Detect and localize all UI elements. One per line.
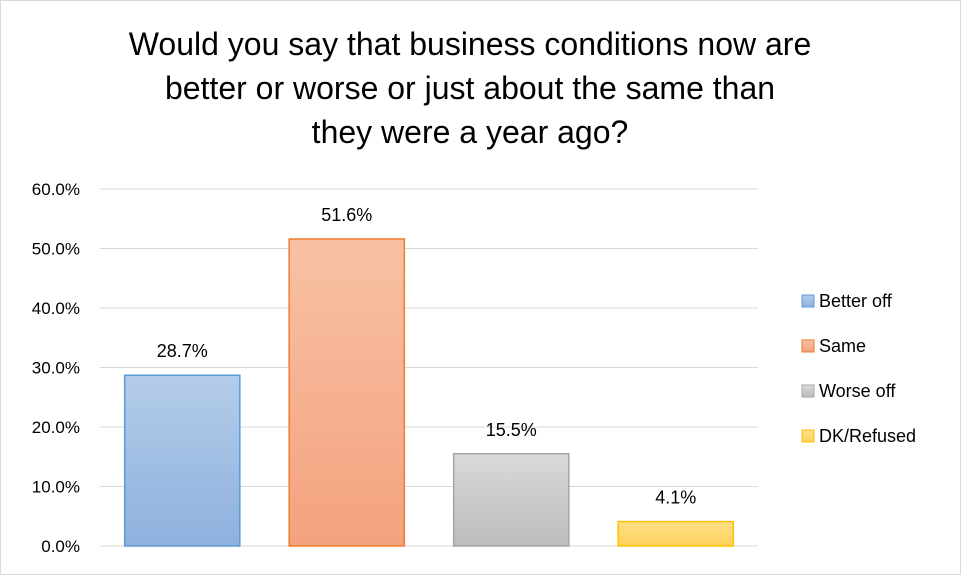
data-label-dk-refused: 4.1%: [655, 488, 696, 508]
y-tick-label: 20.0%: [32, 418, 80, 437]
legend-label-worse-off: Worse off: [819, 381, 896, 401]
data-labels: 28.7% 51.6% 15.5% 4.1%: [157, 205, 697, 508]
y-tick-label: 40.0%: [32, 299, 80, 318]
data-label-worse-off: 15.5%: [486, 420, 537, 440]
y-tick-label: 60.0%: [32, 180, 80, 199]
chart-title: Would you say that business conditions n…: [60, 22, 880, 154]
data-label-same: 51.6%: [321, 205, 372, 225]
legend-swatch-worse-off: [801, 384, 815, 398]
y-tick-label: 10.0%: [32, 478, 80, 497]
chart-title-line-3: they were a year ago?: [311, 114, 629, 150]
legend-label-better-off: Better off: [819, 291, 893, 311]
y-axis-ticks: 0.0% 10.0% 20.0% 30.0% 40.0% 50.0% 60.0%: [32, 180, 80, 556]
chart-title-line-1: Would you say that business conditions n…: [128, 26, 812, 62]
y-tick-label: 50.0%: [32, 240, 80, 259]
legend: Better off Same Worse off DK/Refused: [801, 291, 916, 446]
legend-swatch-better-off: [801, 294, 815, 308]
data-label-better-off: 28.7%: [157, 341, 208, 361]
legend-swatch-same: [801, 339, 815, 353]
bars: [123, 238, 735, 547]
legend-label-dk-refused: DK/Refused: [819, 426, 916, 446]
y-tick-label: 0.0%: [41, 537, 80, 556]
bar-worse-off: [452, 453, 570, 547]
bar-dk-refused: [617, 520, 735, 547]
bar-better-off: [123, 374, 241, 547]
bar-same: [288, 238, 406, 547]
chart-title-line-2: better or worse or just about the same t…: [164, 70, 776, 106]
legend-label-same: Same: [819, 336, 866, 356]
y-tick-label: 30.0%: [32, 359, 80, 378]
legend-swatch-dk-refused: [801, 429, 815, 443]
